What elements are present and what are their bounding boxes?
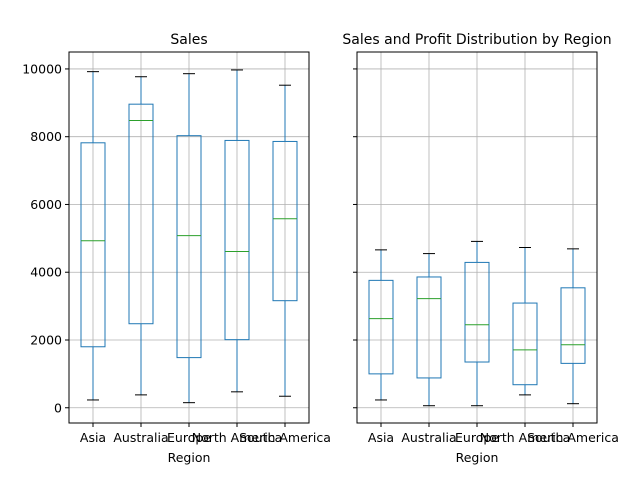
box <box>128 103 154 325</box>
box <box>464 261 490 363</box>
x-tick-label: South America <box>527 430 619 445</box>
x-tick-label: North America <box>480 430 571 445</box>
x-tick-label: Australia <box>113 430 168 445</box>
x-tick-label: Asia <box>80 430 106 445</box>
y-tick-label: 4000 <box>30 265 62 280</box>
box <box>368 279 394 375</box>
y-tick-label: 10000 <box>22 61 62 76</box>
x-tick-label: Europe <box>455 430 499 445</box>
x-tick-label: South America <box>239 430 331 445</box>
box <box>224 139 250 341</box>
box <box>272 140 298 302</box>
box <box>512 302 538 386</box>
x-tick-label: Europe <box>167 430 211 445</box>
y-tick-label: 0 <box>54 400 62 415</box>
x-tick-label: Asia <box>368 430 394 445</box>
x-axis-label: Region <box>456 450 499 465</box>
box <box>416 276 442 379</box>
chart-title: Sales and Profit Distribution by Region <box>342 32 611 48</box>
x-tick-label: North America <box>192 430 283 445</box>
sales-panel: 0 2000 4000 6000 8000 10000 Asia AustraliaEurop… <box>22 32 331 465</box>
box <box>176 135 202 359</box>
chart-title: Sales <box>170 32 207 48</box>
x-axis-label: Region <box>168 450 211 465</box>
y-tick-label: 6000 <box>30 197 62 212</box>
box <box>560 287 586 364</box>
box <box>80 142 106 348</box>
y-tick-label: 8000 <box>30 129 62 144</box>
x-tick-label: Australia <box>401 430 456 445</box>
y-tick-label: 2000 <box>30 332 62 347</box>
